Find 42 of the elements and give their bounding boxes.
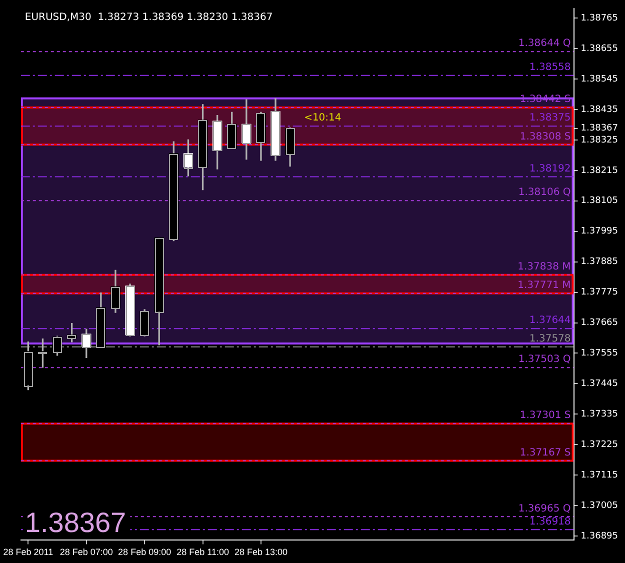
y-tick-label: 1.38367 <box>580 124 618 134</box>
y-tick-label: 1.37665 <box>580 318 618 328</box>
y-tick-label: 1.38435 <box>580 104 618 115</box>
x-tick-label: 28 Feb 2011 <box>3 547 54 558</box>
x-tick-label: 28 Feb 11:00 <box>176 547 229 558</box>
x-tick-label: 28 Feb 07:00 <box>60 547 113 558</box>
y-tick-label: 1.38105 <box>580 196 618 206</box>
y-tick-label: 1.37225 <box>580 440 618 450</box>
ref-line-label: 1.38308 S <box>520 131 571 142</box>
y-tick-label: 1.37885 <box>580 257 618 268</box>
y-tick-label: 1.38545 <box>580 74 618 84</box>
y-tick-label: 1.37555 <box>580 348 618 359</box>
y-tick-label: 1.38215 <box>580 166 618 176</box>
y-tick-label: 1.37995 <box>580 226 618 237</box>
y-tick-label: 1.38765 <box>580 13 618 24</box>
ref-line-label: 1.36965 Q <box>518 503 571 514</box>
ref-line-label: 1.36918 <box>529 516 571 528</box>
y-tick-label: 1.37775 <box>580 288 618 298</box>
ref-line-label: 1.38375 <box>529 112 571 124</box>
x-tick-label: 28 Feb 13:00 <box>234 547 288 558</box>
annotation: <10:14 <box>304 112 342 124</box>
y-tick-label: 1.38325 <box>580 135 618 146</box>
ref-line-label: 1.37578 <box>529 333 571 344</box>
ref-line-label: 1.37644 <box>529 315 571 326</box>
ref-line-label: 1.37301 S <box>520 410 571 422</box>
y-tick-label: 1.36895 <box>580 531 618 542</box>
y-tick-label: 1.38655 <box>580 44 618 54</box>
ref-line-label: 1.37771 M <box>518 280 571 292</box>
ref-line-label: 1.37503 Q <box>518 354 571 366</box>
ref-line-label: 1.37838 M <box>518 261 571 272</box>
y-tick-label: 1.37115 <box>580 470 618 480</box>
y-tick-label: 1.37005 <box>580 500 618 511</box>
x-tick-label: 28 Feb 09:00 <box>118 547 172 558</box>
ref-line-label: 1.38106 Q <box>518 187 571 198</box>
ref-line-label: 1.37167 S <box>520 447 571 458</box>
y-tick-label: 1.37335 <box>580 410 618 420</box>
annotation: 1.38367 <box>24 506 126 538</box>
chart-title: EURUSD,M30 1.38273 1.38369 1.38230 1.38367 <box>24 12 273 23</box>
ref-line-label: 1.38558 <box>529 62 571 74</box>
ref-line-label: 1.38192 <box>529 163 571 174</box>
ref-line-label: 1.38644 Q <box>518 38 571 50</box>
y-tick-label: 1.37445 <box>580 379 618 390</box>
